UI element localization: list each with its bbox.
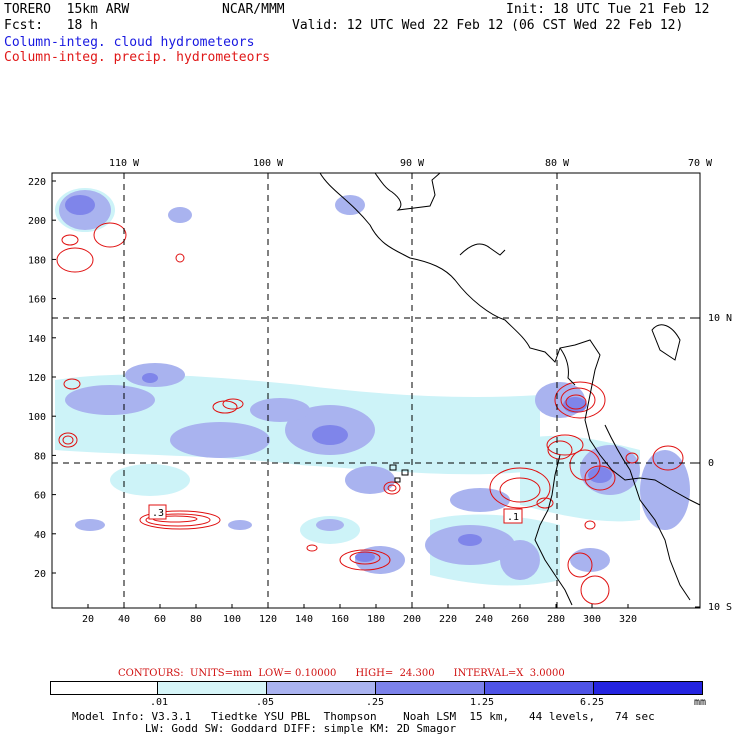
lat-label: 10 S [708,602,732,613]
precip-contours [56,222,684,605]
x-tick-label: 260 [511,614,529,625]
color-legend [50,681,703,695]
coastlines [319,172,701,606]
x-tick-label: 40 [118,614,130,625]
legend-swatch-2 [266,682,375,694]
x-tick-label: 200 [403,614,421,625]
lat-label: 10 N [708,313,732,324]
y-tick-label: 80 [34,451,46,462]
x-tick-label: 220 [439,614,457,625]
y-tick-label: 160 [28,295,46,306]
lon-label: 90 W [400,158,425,169]
x-tick-label: 60 [154,614,166,625]
grid-lines [52,173,700,608]
cloud-field-title: Column-integ. cloud hydrometeors [4,35,255,50]
legend-label-5: 6.25 [580,697,605,708]
y-tick-label: 20 [34,569,46,580]
valid-time: Valid: 12 UTC Wed 22 Feb 12 (06 CST Wed … [292,18,684,33]
x-tick-label: 280 [547,614,565,625]
organization: NCAR/MMM [222,2,285,17]
init-time: Init: 18 UTC Tue 21 Feb 12 [506,2,710,17]
y-tick-label: 100 [28,412,46,423]
legend-label-1: .01 [150,697,169,708]
lon-label: 80 W [545,158,570,169]
legend-label-2: .05 [256,697,275,708]
lat-label: 0 [708,458,714,469]
legend-label-3: .25 [366,697,385,708]
x-tick-label: 160 [331,614,349,625]
legend-swatch-3 [375,682,484,694]
x-tick-label: 20 [82,614,94,625]
contour-label-text-1: .3 [152,508,164,519]
contour-info: CONTOURS: UNITS=mm LOW= 0.10000 HIGH= 24… [118,668,565,679]
y-tick-label: 120 [28,373,46,384]
x-tick-label: 320 [619,614,637,625]
lon-label: 110 W [109,158,140,169]
forecast-hour: Fcst: 18 h [4,18,98,33]
contour-label-2: .1 [503,508,523,524]
y-tick-label: 140 [28,334,46,345]
lon-label: 70 W [688,158,713,169]
lon-label: 100 W [253,158,284,169]
legend-swatch-1 [157,682,266,694]
contour-label-text-2: .1 [507,512,519,523]
x-tick-label: 140 [295,614,313,625]
y-tick-label: 220 [28,177,46,188]
precip-field-title: Column-integ. precip. hydrometeors [4,50,271,65]
model-info-line1: Model Info: V3.3.1 Tiedtke YSU PBL Thomp… [72,710,655,723]
x-tick-label: 300 [583,614,601,625]
y-tick-label: 180 [28,255,46,266]
contour-label-1: .3 [148,504,167,520]
legend-unit: mm [694,697,707,708]
y-tick-label: 60 [34,491,46,502]
model-info-line2: LW: Godd SW: Goddard DIFF: simple KM: 2D… [72,722,457,735]
cloud-shading [55,188,690,586]
legend-swatch-4 [484,682,593,694]
y-tick-label: 200 [28,216,46,227]
x-tick-label: 100 [223,614,241,625]
legend-swatch-0 [51,682,157,694]
model-title: TORERO 15km ARW [4,2,130,17]
legend-label-4: 1.25 [470,697,495,708]
legend-swatch-5 [593,682,702,694]
x-tick-label: 120 [259,614,277,625]
x-tick-label: 80 [190,614,202,625]
x-tick-label: 240 [475,614,493,625]
y-tick-label: 40 [34,530,46,541]
x-tick-label: 180 [367,614,385,625]
